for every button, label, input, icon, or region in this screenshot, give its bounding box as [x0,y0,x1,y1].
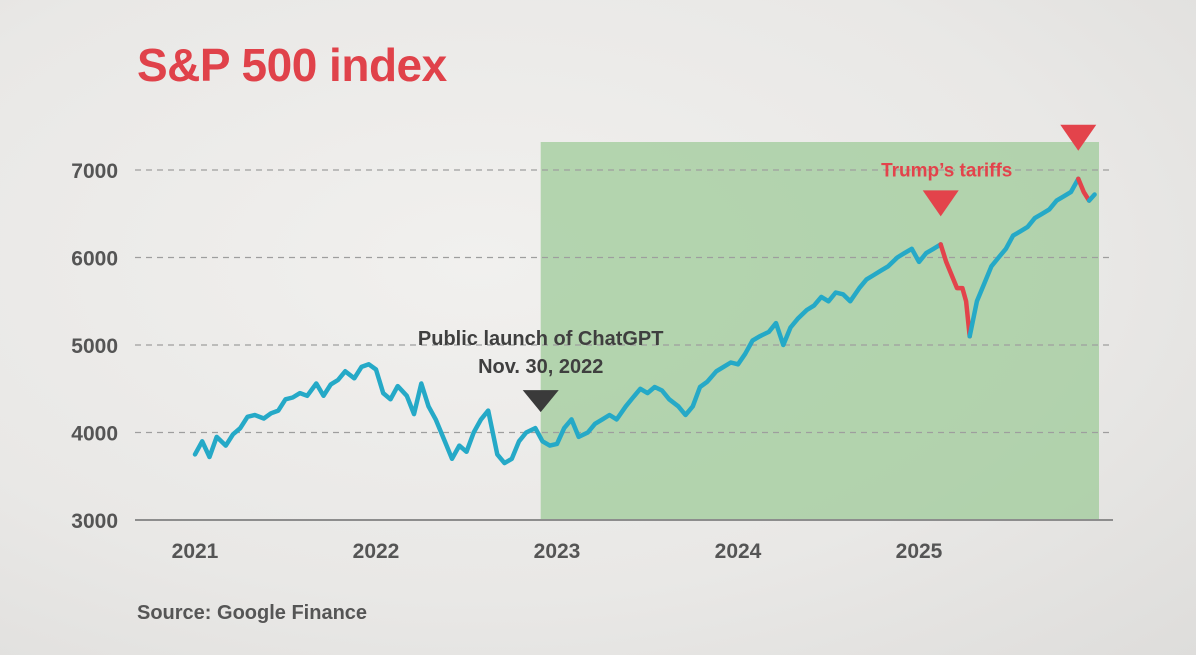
x-tick-label: 2022 [353,540,400,563]
grid-layer [135,169,1113,434]
tariff-marker [922,190,959,217]
tariff-drop-line [938,242,972,339]
axes-layer: 3000 4000 5000 6000 7000 2021 2022 2023 2024 2025 [71,160,1113,563]
tariff-annotation-text: Trump’s tariffs [881,160,1012,181]
tariff-drop-line [1076,176,1092,203]
index-line [192,242,943,466]
x-tick-label: 2021 [172,540,219,563]
x-tick-label: 2025 [896,540,943,563]
series-layer [192,176,1097,466]
y-tick-label: 7000 [71,160,118,183]
x-tick-label: 2023 [534,540,581,563]
y-tick-label: 3000 [71,510,118,533]
index-line [1086,192,1097,203]
chart-title: S&P 500 index [137,39,447,91]
y-tick-label: 5000 [71,335,118,358]
index-line [967,176,1081,339]
source-note: Source: Google Finance [137,602,368,624]
highlight-region [540,142,1099,520]
chatgpt-annotation-text: Nov. 30, 2022 [478,356,603,378]
x-tick-label: 2024 [715,540,762,563]
y-tick-label: 4000 [71,423,118,446]
annotation-layer: Public launch of ChatGPT Nov. 30, 2022 Tru… [418,124,1097,413]
chatgpt-marker [522,390,559,413]
tariff-marker [1060,124,1097,151]
y-tick-label: 6000 [71,248,118,271]
chatgpt-annotation-text: Public launch of ChatGPT [418,328,664,350]
highlight-region-layer [540,142,1099,520]
